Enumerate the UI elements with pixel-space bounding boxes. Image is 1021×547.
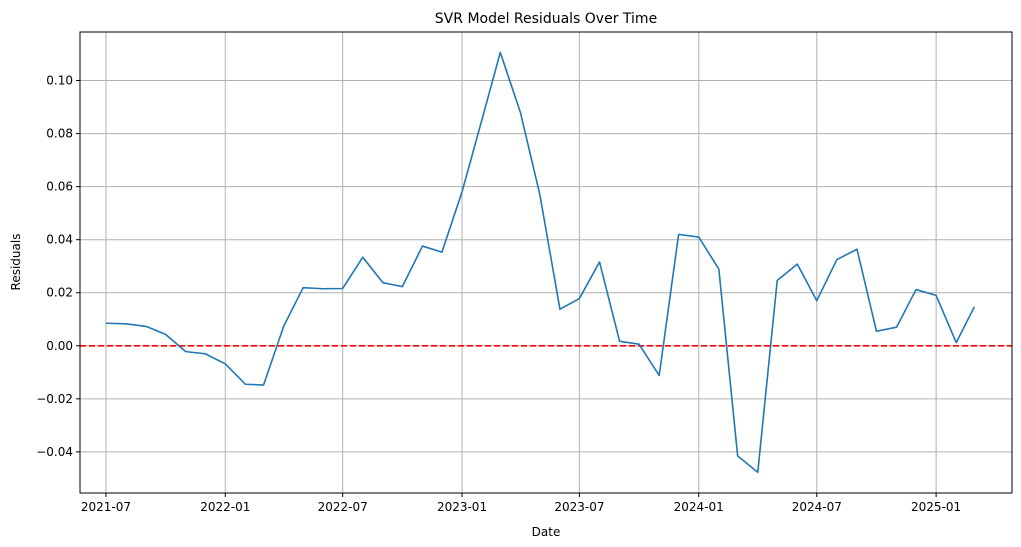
y-tick-label: 0.06 xyxy=(46,180,73,194)
residuals-series-line xyxy=(105,51,976,474)
y-tick-label: 0.04 xyxy=(46,233,73,247)
x-tick-label: 2023-07 xyxy=(554,500,604,514)
y-tick-label: 0.02 xyxy=(46,286,73,300)
y-tick-label: −0.02 xyxy=(36,392,73,406)
chart-title: SVR Model Residuals Over Time xyxy=(435,11,657,27)
y-axis-ticks: −0.04 −0.02 0.00 0.02 0.04 0.06 0.08 0.10 xyxy=(36,74,80,459)
x-tick-label: 2022-01 xyxy=(200,500,250,514)
x-tick-label: 2022-07 xyxy=(318,500,368,514)
x-tick-label: 2023-01 xyxy=(437,500,487,514)
y-tick-label: 0.00 xyxy=(46,339,73,353)
x-axis-ticks: 2021-07 2022-01 2022-07 2023-01 2023-07 2024-… xyxy=(81,493,961,514)
x-tick-label: 2024-07 xyxy=(792,500,842,514)
x-axis-label: Date xyxy=(532,525,561,539)
y-tick-label: −0.04 xyxy=(36,445,73,459)
x-tick-label: 2025-01 xyxy=(911,500,961,514)
plot-frame xyxy=(79,31,1013,494)
plot-area xyxy=(80,32,1012,493)
y-tick-label: 0.08 xyxy=(46,127,73,141)
x-tick-label: 2024-01 xyxy=(674,500,724,514)
x-tick-label: 2021-07 xyxy=(81,500,131,514)
y-tick-label: 0.10 xyxy=(46,74,73,88)
y-axis-label: Residuals xyxy=(9,234,23,291)
